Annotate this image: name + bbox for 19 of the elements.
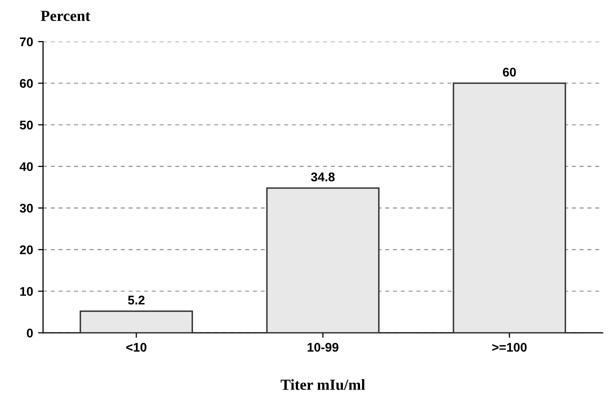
y-tick-label: 30: [20, 204, 33, 213]
y-tick-label: 0: [26, 328, 33, 338]
y-tick-label: 70: [20, 37, 33, 46]
bar: [80, 310, 193, 333]
x-tick-label: 10-99: [308, 342, 338, 352]
data-label: 5.2: [128, 296, 145, 305]
data-label: 34.8: [311, 172, 335, 182]
bar: [452, 82, 566, 333]
x-tick-label: >=100: [492, 342, 527, 352]
y-tick-label: 10: [20, 287, 33, 296]
x-axis-title: Titer mIu/ml: [280, 379, 365, 390]
bar: [266, 187, 380, 333]
data-label: 60: [502, 68, 516, 77]
y-tick-label: 60: [20, 79, 33, 88]
y-tick-label: 50: [20, 120, 33, 130]
x-tick-label: <10: [126, 342, 146, 352]
y-axis-title: Percent: [40, 10, 90, 22]
y-tick-label: 20: [20, 245, 33, 254]
y-tick-label: 40: [20, 162, 33, 172]
